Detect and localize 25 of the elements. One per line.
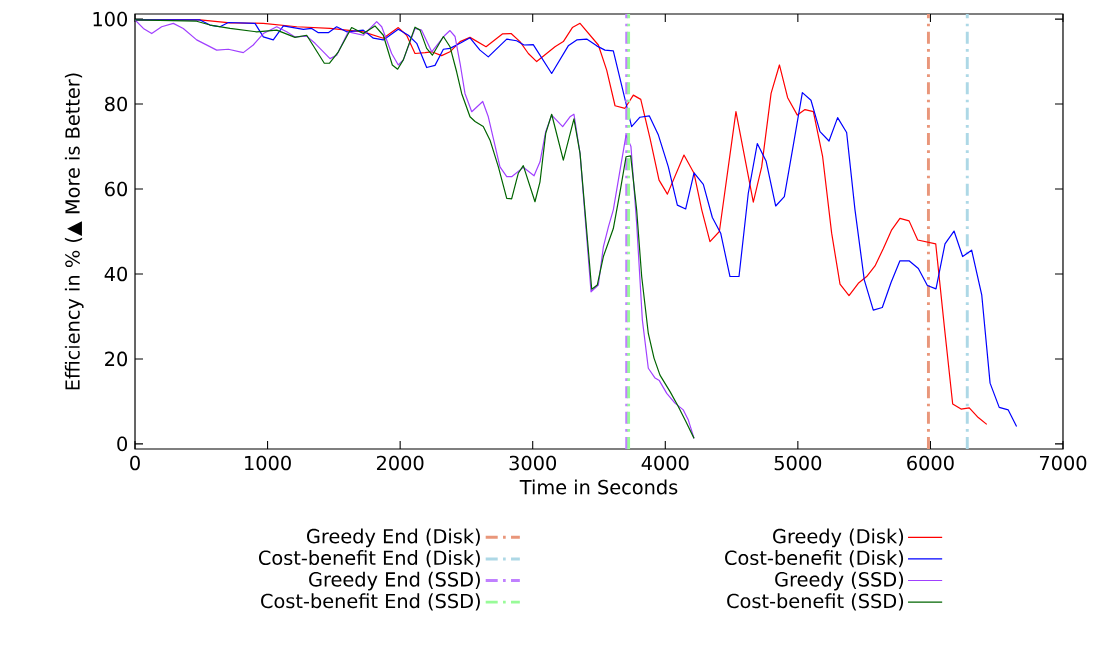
legend-label: Greedy (SSD) <box>775 571 904 591</box>
legend-label: Cost-benefit End (Disk) <box>258 550 480 568</box>
x-tick-label: 6000 <box>907 455 954 471</box>
x-tick-label: 0 <box>130 455 140 471</box>
legend-label: Cost-benefit (SSD) <box>727 593 904 611</box>
legend-label: Cost-benefit End (SSD) <box>261 593 480 611</box>
y-tick-label: 40 <box>104 266 128 282</box>
x-tick-label: 4000 <box>641 455 689 471</box>
x-tick-label: 5000 <box>774 455 822 471</box>
y-tick-label: 80 <box>105 96 128 112</box>
y-tick-label: 0 <box>117 436 128 452</box>
x-tick-label: 7000 <box>1039 455 1087 471</box>
x-tick-label: 1000 <box>245 455 291 471</box>
x-tick-label: 3000 <box>509 455 557 471</box>
y-tick-label: 100 <box>93 11 128 27</box>
y-axis-title: Efficiency in % (▲ More is Better) <box>64 73 84 390</box>
legend-label: Greedy (Disk) <box>773 528 904 548</box>
line-series <box>135 19 695 439</box>
y-tick-label: 60 <box>105 181 128 197</box>
legend-label: Greedy End (SSD) <box>309 571 480 591</box>
y-tick-label: 20 <box>105 351 128 367</box>
legend-label: Cost-benefit (Disk) <box>725 550 904 568</box>
legend-label: Greedy End (Disk) <box>307 528 480 548</box>
x-axis-title: Time in Seconds <box>519 479 678 495</box>
x-tick-label: 2000 <box>376 455 424 471</box>
